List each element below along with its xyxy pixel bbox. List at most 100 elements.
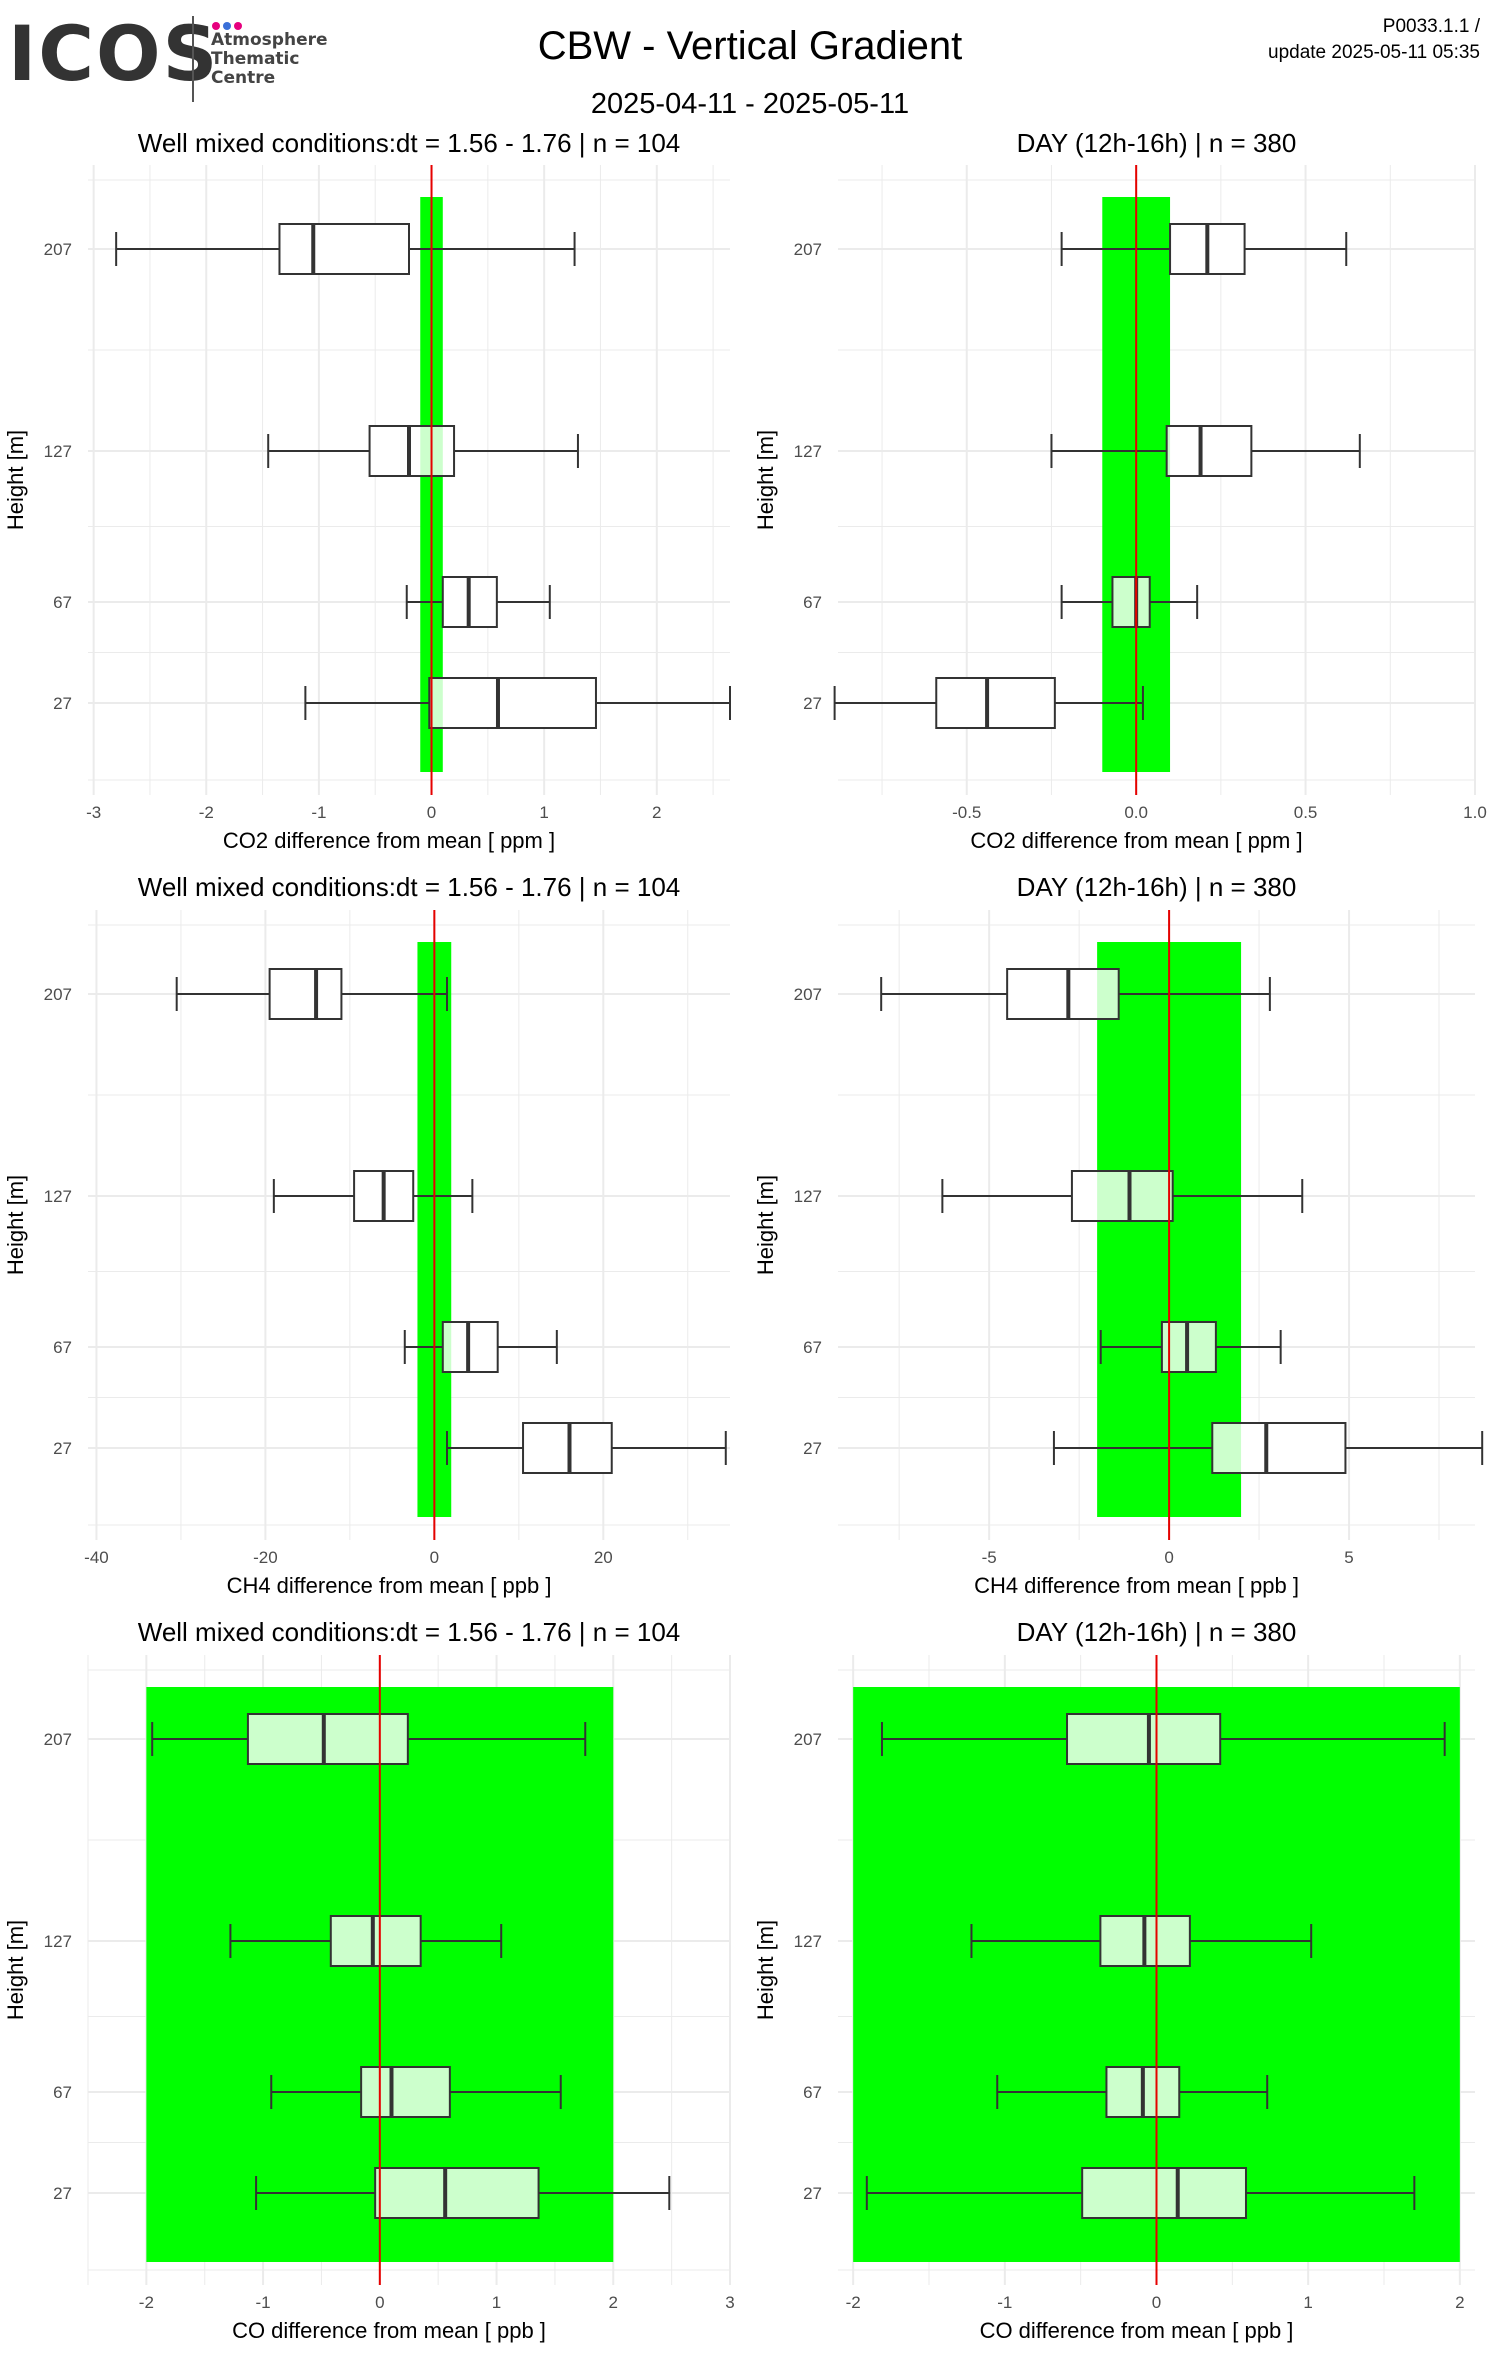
y-tick-label: 67 (803, 1338, 822, 1357)
y-axis-label: Height [m] (3, 1175, 28, 1275)
box-207-iqr (278, 223, 411, 275)
update-timestamp: update 2025-05-11 05:35 (1268, 42, 1480, 63)
box-27-iqr (1211, 1422, 1347, 1474)
chart-title: Well mixed conditions:dt = 1.56 - 1.76 |… (138, 128, 680, 158)
x-tick-label: 2 (609, 2293, 618, 2312)
y-tick-label: 27 (803, 2184, 822, 2203)
x-tick-label: -1 (997, 2293, 1012, 2312)
box-207-iqr (1006, 968, 1120, 1020)
y-tick-label: 207 (794, 985, 822, 1004)
box-127-iqr (368, 425, 456, 477)
y-axis-label: Height [m] (753, 1920, 778, 2020)
box-127-iqr (1070, 1170, 1174, 1222)
x-tick-label: -40 (84, 1548, 109, 1567)
x-tick-label: 2 (652, 803, 661, 822)
page-header: ICOS Atmosphere Thematic Centre CBW - Ve… (0, 0, 1500, 130)
y-tick-label: 127 (794, 1932, 822, 1951)
box-207-fill (269, 969, 342, 1019)
y-tick-label: 207 (794, 240, 822, 259)
logo-dot-1 (212, 22, 220, 30)
box-27-iqr (935, 677, 1056, 729)
x-tick-label: -1 (256, 2293, 271, 2312)
y-tick-label: 127 (44, 1187, 72, 1206)
logo-dot-2 (223, 22, 231, 30)
box-27-fill-in-band (429, 678, 443, 728)
logo-line-2: Thematic (211, 49, 300, 69)
report-meta: P0033.1.1 / update 2025-05-11 05:35 (1268, 14, 1480, 66)
x-tick-label: 1 (1303, 2293, 1312, 2312)
y-tick-label: 67 (803, 2083, 822, 2102)
y-tick-label: 27 (53, 1439, 72, 1458)
box-207-fill-in-band (1067, 1714, 1221, 1764)
logo-subtitle: Atmosphere Thematic Centre (211, 31, 328, 88)
y-tick-label: 27 (803, 1439, 822, 1458)
x-tick-label: 1 (492, 2293, 501, 2312)
x-tick-label: 0 (427, 803, 436, 822)
y-tick-label: 127 (794, 442, 822, 461)
box-207-iqr (268, 968, 343, 1020)
x-axis-label: CH4 difference from mean [ ppb ] (227, 1573, 552, 1598)
report-code: P0033.1.1 / (1382, 16, 1480, 37)
x-tick-label: 0 (375, 2293, 384, 2312)
box-67-fill-in-band (361, 2067, 450, 2117)
x-tick-label: 0.0 (1124, 803, 1148, 822)
chart-title: Well mixed conditions:dt = 1.56 - 1.76 |… (138, 1617, 680, 1647)
box-127-fill-in-band (330, 1916, 421, 1966)
x-tick-label: -2 (199, 803, 214, 822)
box-127-fill-in-band (1166, 426, 1171, 476)
logo-line-1: Atmosphere (211, 30, 328, 50)
x-tick-label: 20 (594, 1548, 613, 1567)
logo-dot-3 (234, 22, 242, 30)
logo-dots-icon (212, 17, 245, 35)
x-tick-label: -5 (982, 1548, 997, 1567)
y-tick-label: 27 (53, 694, 72, 713)
y-tick-label: 127 (794, 1187, 822, 1206)
box-207-fill-in-band (1097, 969, 1119, 1019)
y-tick-label: 207 (794, 1730, 822, 1749)
x-tick-label: 1 (539, 803, 548, 822)
box-207-fill (279, 224, 409, 274)
y-tick-label: 67 (53, 2083, 72, 2102)
y-tick-label: 127 (44, 1932, 72, 1951)
box-27-fill-in-band (375, 2168, 539, 2218)
logo-divider (192, 16, 194, 102)
x-axis-label: CO2 difference from mean [ ppm ] (223, 828, 555, 853)
box-67-fill-in-band (1112, 577, 1150, 627)
box-127-fill-in-band (1097, 1171, 1173, 1221)
box-27-iqr (1081, 2167, 1247, 2219)
x-tick-label: 3 (725, 2293, 734, 2312)
x-tick-label: 1.0 (1463, 803, 1487, 822)
x-axis-label: CO difference from mean [ ppb ] (980, 2318, 1294, 2343)
box-207-iqr (246, 1713, 409, 1765)
y-tick-label: 67 (53, 1338, 72, 1357)
box-27-iqr (522, 1422, 613, 1474)
x-axis-label: CO difference from mean [ ppb ] (232, 2318, 546, 2343)
box-67-iqr (441, 1321, 499, 1373)
box-27-iqr (428, 677, 597, 729)
x-tick-label: 0 (430, 1548, 439, 1567)
y-tick-label: 27 (53, 2184, 72, 2203)
box-207-fill-in-band (247, 1714, 408, 1764)
x-tick-label: -3 (86, 803, 101, 822)
x-tick-label: -2 (139, 2293, 154, 2312)
x-tick-label: -2 (846, 2293, 861, 2312)
box-127-fill (1166, 426, 1252, 476)
x-tick-label: -1 (311, 803, 326, 822)
page-title: CBW - Vertical Gradient (537, 24, 963, 68)
x-axis-label: CH4 difference from mean [ ppb ] (974, 1573, 1299, 1598)
chart-title: Well mixed conditions:dt = 1.56 - 1.76 |… (138, 872, 680, 902)
y-tick-label: 67 (53, 593, 72, 612)
y-tick-label: 127 (44, 442, 72, 461)
x-tick-label: -20 (253, 1548, 278, 1567)
y-axis-label: Height [m] (3, 1920, 28, 2020)
y-tick-label: 67 (803, 593, 822, 612)
box-27-fill (936, 678, 1055, 728)
x-tick-label: -0.5 (952, 803, 981, 822)
box-27-iqr (374, 2167, 540, 2219)
x-tick-label: 0 (1152, 2293, 1161, 2312)
y-axis-label: Height [m] (3, 430, 28, 530)
box-27-fill-in-band (1082, 2168, 1246, 2218)
chart-title: DAY (12h-16h) | n = 380 (1017, 128, 1297, 158)
box-67-fill-in-band (442, 1322, 452, 1372)
